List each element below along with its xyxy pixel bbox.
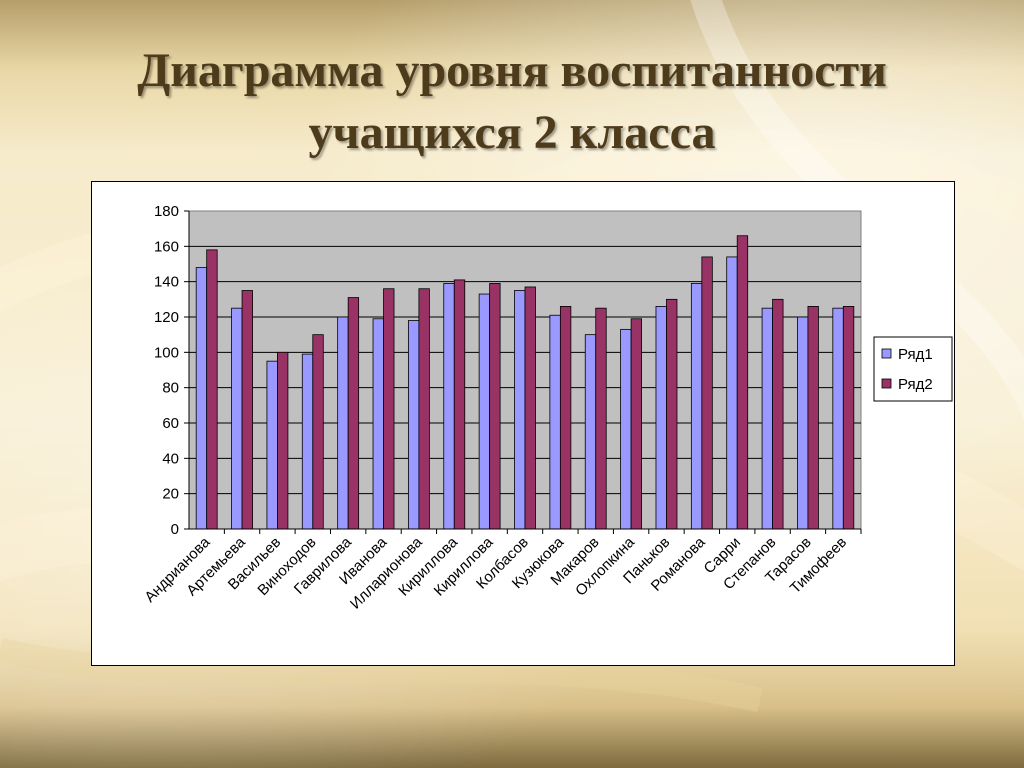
legend-label-series2: Ряд2 [898,376,933,393]
bar-series2 [206,249,218,530]
bar-series1 [549,314,561,530]
bar-series1 [690,283,703,530]
bar-series2 [701,256,713,530]
y-tick-label: 40 [162,450,179,467]
bar-series1 [655,306,667,530]
bar-series1 [301,353,314,530]
bar-series1 [797,316,809,530]
bar-series1 [337,316,349,530]
bar-series2 [630,318,643,530]
bar-chart: 0 20 40 60 80 100 120 140 160 180 АндриановаАртем… [141,203,953,613]
bar-series2 [772,298,784,530]
y-tick-label: 120 [154,309,179,326]
y-tick-label: 180 [154,203,179,220]
legend-swatch-series2 [881,378,892,389]
bar-series2 [418,288,430,530]
bar-series1 [726,256,738,530]
bar-series2 [666,298,678,530]
bar-series1 [514,290,526,530]
bar-series2 [453,279,466,530]
bar-series1 [231,307,243,530]
legend-box [873,336,953,402]
bar-series1 [195,267,208,530]
slide-title-line2: учащихся 2 класса [308,106,716,159]
y-tick-label: 100 [154,344,179,361]
legend-swatch-series1 [881,348,892,359]
bar-series1 [620,328,632,530]
bar-series2 [524,286,536,530]
bar-series1 [761,307,773,530]
legend: Ряд1 Ряд2 [873,336,953,402]
bar-series2 [736,235,749,530]
y-tick-label: 140 [154,274,179,291]
legend-label-series1: Ряд1 [898,346,933,363]
bar-series1 [832,307,844,530]
bar-series1 [372,318,384,530]
bar-series1 [266,360,278,530]
bar-series1 [407,320,420,530]
bar-series2 [383,288,395,530]
y-axis-labels: 0 20 40 60 80 100 120 140 160 180 [154,203,179,538]
bar-series2 [312,334,324,530]
axes [184,210,862,534]
bar-series2 [595,307,607,530]
bar-series2 [277,351,289,530]
bar-series2 [489,283,501,530]
bar-series2 [807,306,819,530]
bar-series1 [443,283,455,530]
y-tick-label: 20 [162,486,179,503]
bar-series2 [559,306,572,530]
bar-series2 [347,297,360,530]
chart-frame: 0 20 40 60 80 100 120 140 160 180 Андрианова Артем… [91,181,955,666]
y-tick-label: 160 [154,238,179,255]
bar-series2 [842,306,855,530]
y-tick-label: 60 [162,415,179,432]
bar-series2 [241,290,253,530]
y-tick-label: 0 [171,521,179,538]
y-tick-label: 80 [162,380,179,397]
bar-series1 [584,334,597,530]
x-axis-labels: АндриановаАртемьеваВасильевВиноходовГавр… [141,533,850,612]
bar-series1 [478,293,491,530]
slide-title-line1: Диаграмма уровня воспитанности [137,44,887,97]
slide-title: Диаграмма уровня воспитанности учащихся … [0,40,1024,164]
